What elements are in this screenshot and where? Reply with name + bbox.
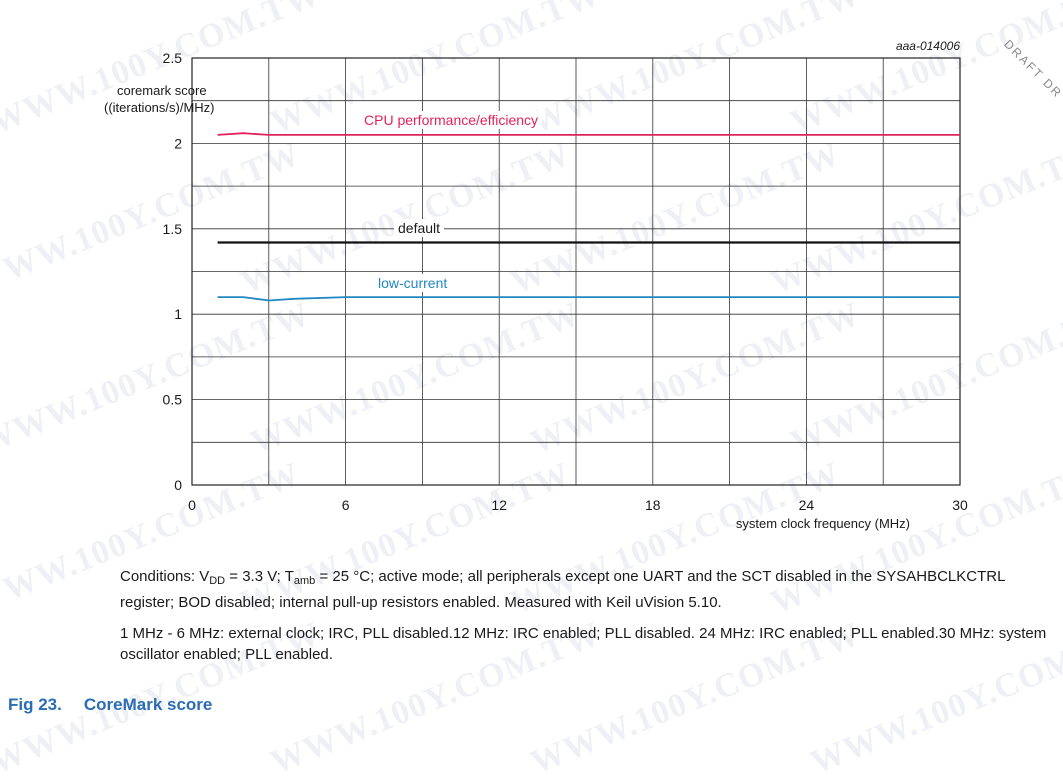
y-tick-label: 2.5 <box>163 50 183 66</box>
series-line <box>217 132 960 136</box>
conditions-note: Conditions: VDD = 3.3 V; Tamb = 25 °C; a… <box>120 566 1050 613</box>
series-label-bg <box>360 111 543 129</box>
series-label: default <box>398 220 440 236</box>
series-label: low-current <box>378 275 447 291</box>
y-axis-label: coremark score <box>117 83 207 98</box>
vdd-subscript: DD <box>209 575 226 587</box>
figure-caption: Fig 23. CoreMark score <box>8 695 212 715</box>
figure-title: CoreMark score <box>83 695 213 714</box>
plot-frame <box>191 57 961 486</box>
y-tick-label: 0.5 <box>163 392 183 408</box>
x-tick-label: 6 <box>342 497 350 513</box>
figure-number: Fig 23. <box>8 695 62 714</box>
y-tick-label: 1.5 <box>163 221 183 237</box>
series-label: CPU performance/efficiency <box>364 112 538 128</box>
y-tick-label: 0 <box>174 477 182 493</box>
figure-notes: Conditions: VDD = 3.3 V; Tamb = 25 °C; a… <box>120 566 1050 675</box>
clock-note: 1 MHz - 6 MHz: external clock; IRC, PLL … <box>120 625 1047 663</box>
x-axis-label: system clock frequency (MHz) <box>736 516 910 531</box>
figure-id: aaa-014006 <box>896 39 960 53</box>
series-label-bg <box>394 219 445 237</box>
x-tick-label: 18 <box>645 497 661 513</box>
conditions-text-2: = 3.3 V; T <box>225 568 294 585</box>
conditions-text-3: = 25 °C; active mode; all peripherals ex… <box>120 568 1005 611</box>
y-tick-label: 2 <box>174 135 182 151</box>
y-axis-label-unit: ((iterations/s)/MHz) <box>104 100 215 115</box>
x-tick-label: 0 <box>188 497 196 513</box>
x-tick-label: 12 <box>491 497 507 513</box>
conditions-text-1: Conditions: V <box>120 568 210 585</box>
x-tick-label: 24 <box>799 497 815 513</box>
chart: 0 6 12 18 24 30 0 0.5 1 1.5 2 2.5 coremark score ((it… <box>104 39 968 531</box>
y-tick-label: 1 <box>174 306 182 322</box>
x-tick-label: 30 <box>952 497 968 513</box>
series-line <box>217 296 960 302</box>
tamb-subscript: amb <box>293 575 316 587</box>
series-label-bg <box>374 274 452 292</box>
